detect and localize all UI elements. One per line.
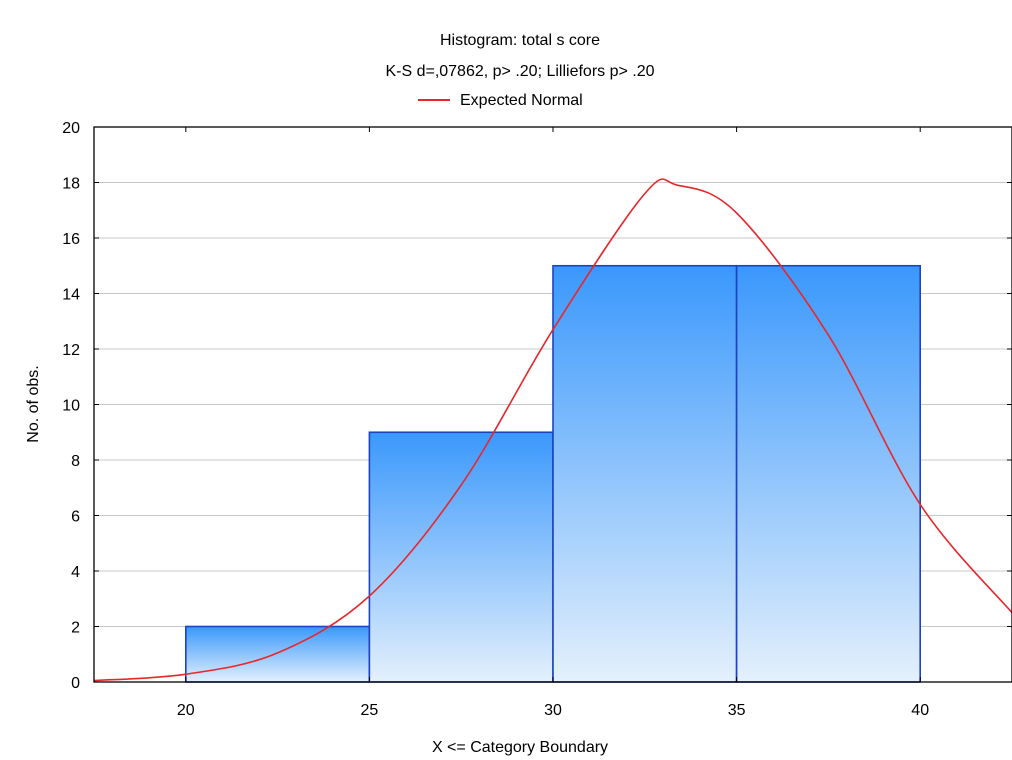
y-tick-label: 18 [62,176,80,193]
y-tick-label: 2 [71,620,80,637]
y-tick-label: 16 [62,231,80,248]
chart-subtitle: K-S d=,07862, p> .20; Lilliefors p> .20 [385,63,654,80]
x-tick-label: 40 [911,702,929,719]
y-tick-label: 10 [62,398,80,415]
histogram-bar [735,264,921,683]
x-axis-title: X <= Category Boundary [432,739,608,756]
y-axis-title: No. of obs. [25,365,42,442]
y-axis-ticks: 0 2 4 6 8 10 12 14 16 18 20 [62,120,1012,692]
expected-normal-curve [94,178,1012,682]
y-tick-label: 8 [71,453,80,470]
histogram-bar [185,625,371,683]
y-tick-label: 14 [62,287,80,304]
x-tick-label: 20 [177,702,195,719]
y-tick-label: 0 [71,675,80,692]
x-tick-label: 30 [544,702,562,719]
histogram-bar [552,264,738,683]
x-tick-label: 25 [361,702,379,719]
chart-title: Histogram: total s core [440,32,600,49]
legend: Expected Normal [418,92,583,109]
x-axis-ticks: 20 25 30 35 40 [177,127,929,719]
x-tick-label: 35 [728,702,746,719]
histogram-bar [368,431,554,683]
y-tick-label: 12 [62,342,80,359]
y-tick-label: 4 [71,564,80,581]
expected-normal-curve-layer [94,178,1012,682]
y-tick-label: 6 [71,509,80,526]
legend-label-expected-normal: Expected Normal [460,92,583,109]
y-tick-label: 20 [62,120,80,137]
